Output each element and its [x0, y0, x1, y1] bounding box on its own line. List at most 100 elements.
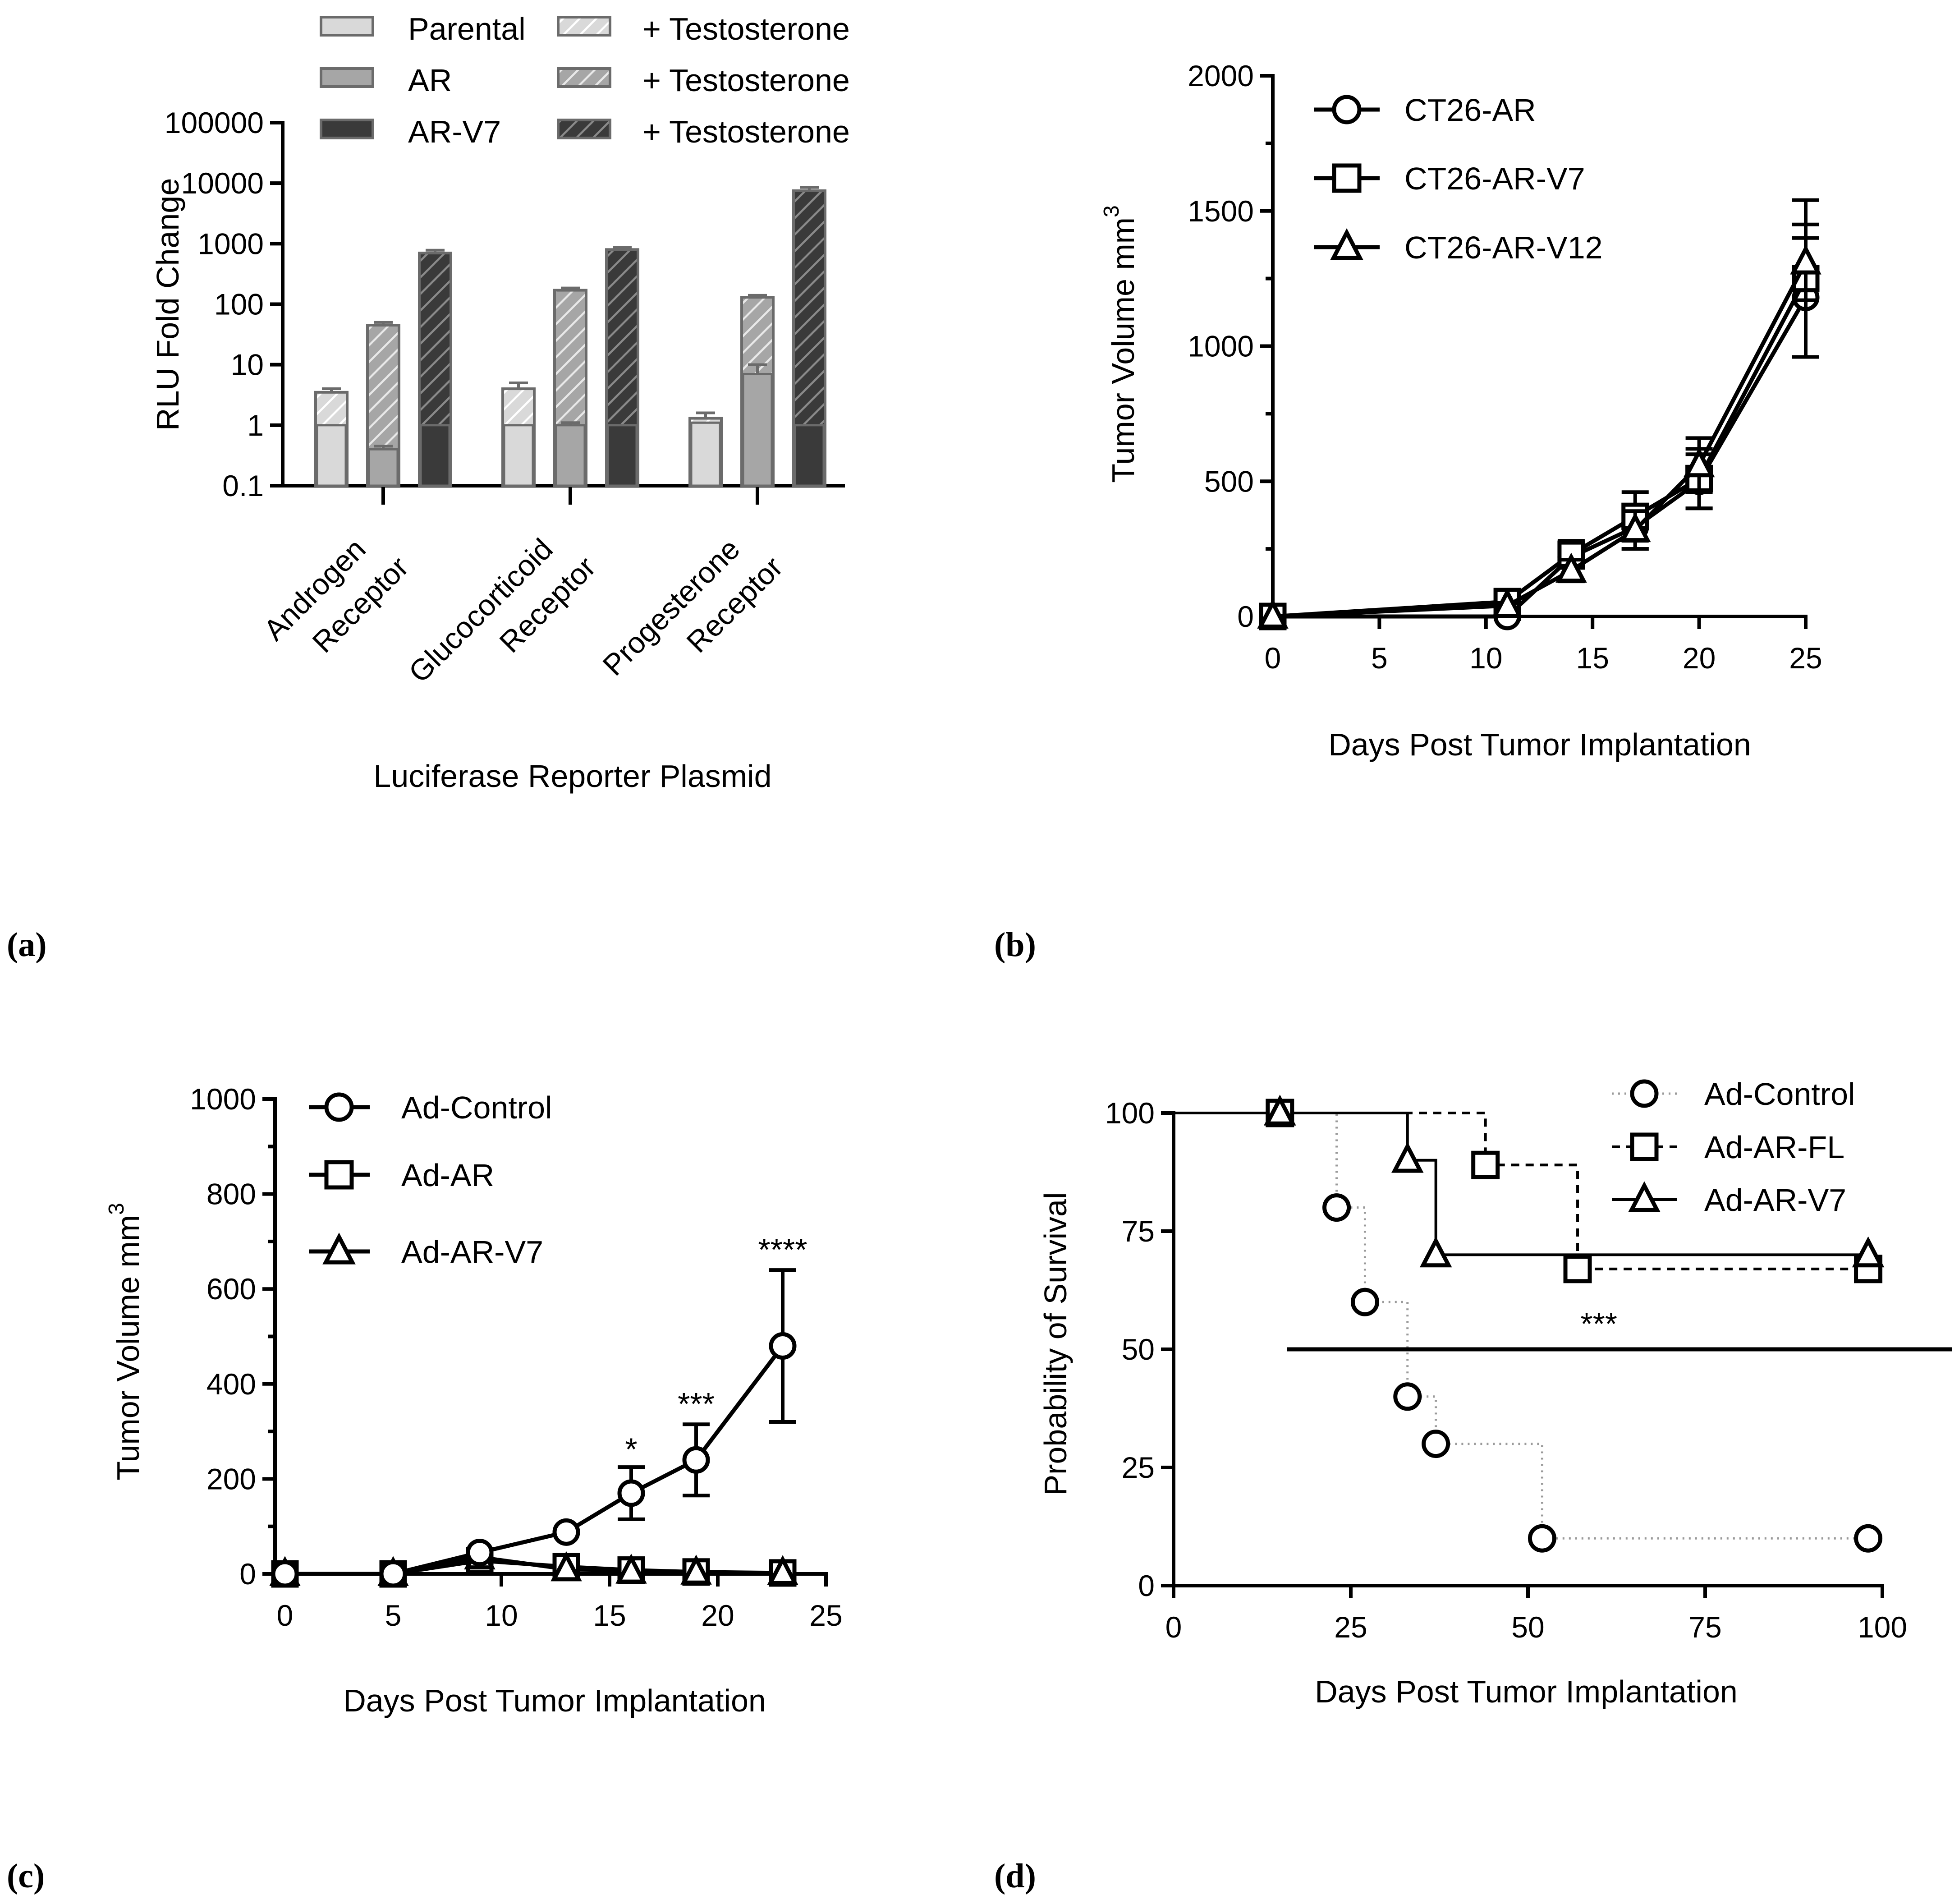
- legend-swatch-ar: [320, 67, 374, 88]
- panel-d-survival-chart: 0 25 50 75 100 0 25 50 75 100 *** Ad-Control Ad-AR-F…: [994, 1076, 1952, 1895]
- panel-a-legend: Parental + Testosterone AR + Testosteron…: [320, 11, 850, 149]
- point-ad-control-3: [552, 1518, 580, 1546]
- panel-a-y-tick-label: 100: [214, 288, 264, 321]
- panel-a-y-tick-label: 0.1: [222, 469, 264, 502]
- legend-label-ad-ar-v7: Ad-AR-V7: [1704, 1182, 1846, 1218]
- panel-d-y-tick-label: 0: [1138, 1569, 1155, 1602]
- bar-ar-2: [742, 373, 773, 487]
- panel-b-x-tick-label: 0: [1265, 641, 1281, 675]
- panel-b-y-tick-label: 1000: [1188, 330, 1254, 363]
- panel-c-y-tick-label: 600: [206, 1272, 256, 1306]
- legend-label-ad-ar-v7: Ad-AR-V7: [401, 1234, 543, 1269]
- panel-a-plot-area: 0.1110100100010000100000AndrogenReceptor…: [165, 106, 845, 689]
- legend-label-parental-testosterone: + Testosterone: [642, 11, 850, 46]
- panel-d-x-tick-label: 25: [1334, 1610, 1367, 1644]
- bar-parental-0: [316, 424, 347, 487]
- significance-annotation: ****: [758, 1232, 807, 1267]
- point-ad-control-6: [1854, 1524, 1883, 1553]
- legend-label-ar-v7-testosterone: + Testosterone: [642, 114, 850, 149]
- point-ad-ar-v7-2: [1419, 1236, 1452, 1268]
- panel-c-y-axis-title: Tumor Volume mm3: [105, 1203, 146, 1480]
- bar-ar-1: [555, 424, 586, 487]
- panel-c-y-tick-label: 1000: [190, 1082, 256, 1116]
- point-ad-control-2: [466, 1539, 494, 1567]
- legend-swatch-parental-testosterone: [557, 16, 611, 37]
- panel-d-y-tick-label: 75: [1122, 1214, 1155, 1248]
- panel-b-plot-area: 0 500 1000 1500 2000 0 5 10 15 20 25 CT26-AR CT26-AR…: [1188, 59, 1822, 675]
- legend-label-ad-ar-fl: Ad-AR-FL: [1704, 1130, 1844, 1165]
- point-ad-control-3: [1393, 1382, 1422, 1411]
- point-ct26-ar-v12-5: [1790, 244, 1821, 275]
- panel-c-x-tick-label: 20: [701, 1599, 734, 1632]
- panel-d-x-axis-title: Days Post Tumor Implantation: [1315, 1674, 1738, 1709]
- survival-curve-ad-ar-fl: [1174, 1112, 1868, 1270]
- series-line-ct26-ar-v7: [1272, 277, 1808, 619]
- panel-a-x-axis-title: Luciferase Reporter Plasmid: [373, 759, 771, 794]
- point-ad-control-5: [682, 1446, 710, 1474]
- panel-b-x-tick-label: 5: [1371, 641, 1388, 675]
- point-ct26-ar-v12-4: [1683, 447, 1715, 478]
- survival-curve-ad-ar-v7: [1174, 1112, 1868, 1256]
- legend-label-ad-ar: Ad-AR: [401, 1158, 494, 1193]
- legend-label-ar-v7: AR-V7: [408, 114, 501, 149]
- legend-swatch-ar-v7-testosterone: [557, 119, 611, 139]
- significance-annotation: ***: [678, 1386, 715, 1421]
- panel-c-y-tick-label: 400: [206, 1367, 256, 1401]
- panel-c-y-tick-label: 0: [239, 1557, 256, 1591]
- panel-a-y-tick-label: 100000: [165, 106, 264, 139]
- point-ad-control-1: [1322, 1193, 1351, 1222]
- point-ad-control-4: [1422, 1430, 1450, 1458]
- panel-c-x-tick-label: 25: [809, 1599, 842, 1632]
- legend-swatch-ar-v7: [320, 119, 374, 139]
- panel-b-x-tick-label: 25: [1789, 641, 1822, 675]
- point-ct26-ar-v12-2: [1555, 552, 1587, 583]
- panel-d-y-tick-label: 50: [1122, 1333, 1155, 1366]
- panel-d-y-tick-label: 25: [1122, 1451, 1155, 1484]
- panel-c-x-tick-label: 5: [385, 1599, 402, 1632]
- legend-marker-ad-ar: [324, 1160, 354, 1190]
- panel-d-x-tick-label: 50: [1511, 1610, 1544, 1644]
- panel-b-line-chart: 0 500 1000 1500 2000 0 5 10 15 20 25 CT26-AR CT26-AR…: [994, 59, 1822, 964]
- panel-c-x-axis-title: Days Post Tumor Implantation: [343, 1683, 766, 1718]
- panel-b-y-axis-title-text: Tumor Volume mm: [1106, 217, 1141, 483]
- bar-parental-1: [503, 424, 534, 487]
- bar-ar-v7-0: [419, 424, 451, 487]
- legend-label-ct26-ar: CT26-AR: [1404, 92, 1536, 128]
- legend-marker-ad-ar-fl: [1630, 1132, 1659, 1161]
- legend-label-ad-control: Ad-Control: [401, 1090, 552, 1125]
- legend-label-ct26-ar-v7: CT26-AR-V7: [1404, 161, 1585, 196]
- point-ct26-ar-v12-3: [1620, 512, 1651, 543]
- panel-c-y-tick-label: 800: [206, 1177, 256, 1211]
- point-ad-ar-v7-0: [1264, 1095, 1296, 1126]
- panel-a-y-tick-label: 1: [247, 409, 264, 442]
- panel-a-letter: (a): [7, 926, 47, 964]
- bar-parental-2: [690, 421, 721, 487]
- panel-c-letter: (c): [7, 1857, 45, 1895]
- point-ad-ar-v7-6: [767, 1555, 798, 1585]
- significance-annotation: *: [625, 1431, 637, 1467]
- survival-curve-ad-control: [1174, 1112, 1868, 1540]
- panel-b-x-tick-label: 15: [1576, 641, 1609, 675]
- panel-b-y-tick-label: 500: [1204, 465, 1254, 498]
- panel-b-y-tick-label: 2000: [1188, 59, 1254, 92]
- series-line-ct26-ar: [1273, 296, 1808, 619]
- significance-annotation: ***: [1580, 1306, 1617, 1342]
- panel-b-y-tick-label: 1500: [1188, 194, 1254, 228]
- point-ad-control-1: [379, 1560, 407, 1588]
- panel-d-plot-area: 0 25 50 75 100 0 25 50 75 100 *** Ad-Control Ad-AR-F…: [1105, 1076, 1952, 1644]
- panel-d-x-tick-label: 100: [1858, 1610, 1907, 1644]
- legend-marker-ad-control: [1630, 1079, 1659, 1108]
- panel-c-y-axis-title-text: Tumor Volume mm: [110, 1215, 146, 1481]
- panel-d-letter: (d): [994, 1857, 1036, 1895]
- point-ad-ar-v7-3: [551, 1551, 582, 1582]
- panel-a-y-tick-label: 10000: [181, 166, 264, 200]
- panel-a-y-tick-label: 1000: [197, 227, 264, 260]
- panel-d-y-tick-label: 100: [1105, 1096, 1155, 1130]
- bar-ar-v7-1: [606, 424, 638, 487]
- legend-marker-ct26-ar-v7: [1332, 163, 1362, 193]
- point-ad-ar-v7-5: [680, 1554, 712, 1585]
- legend-swatch-ar-testosterone: [557, 67, 611, 88]
- point-ct26-ar-v12-0: [1257, 598, 1289, 629]
- legend-marker-ad-ar-v7: [322, 1233, 356, 1265]
- legend-label-parental: Parental: [408, 11, 526, 46]
